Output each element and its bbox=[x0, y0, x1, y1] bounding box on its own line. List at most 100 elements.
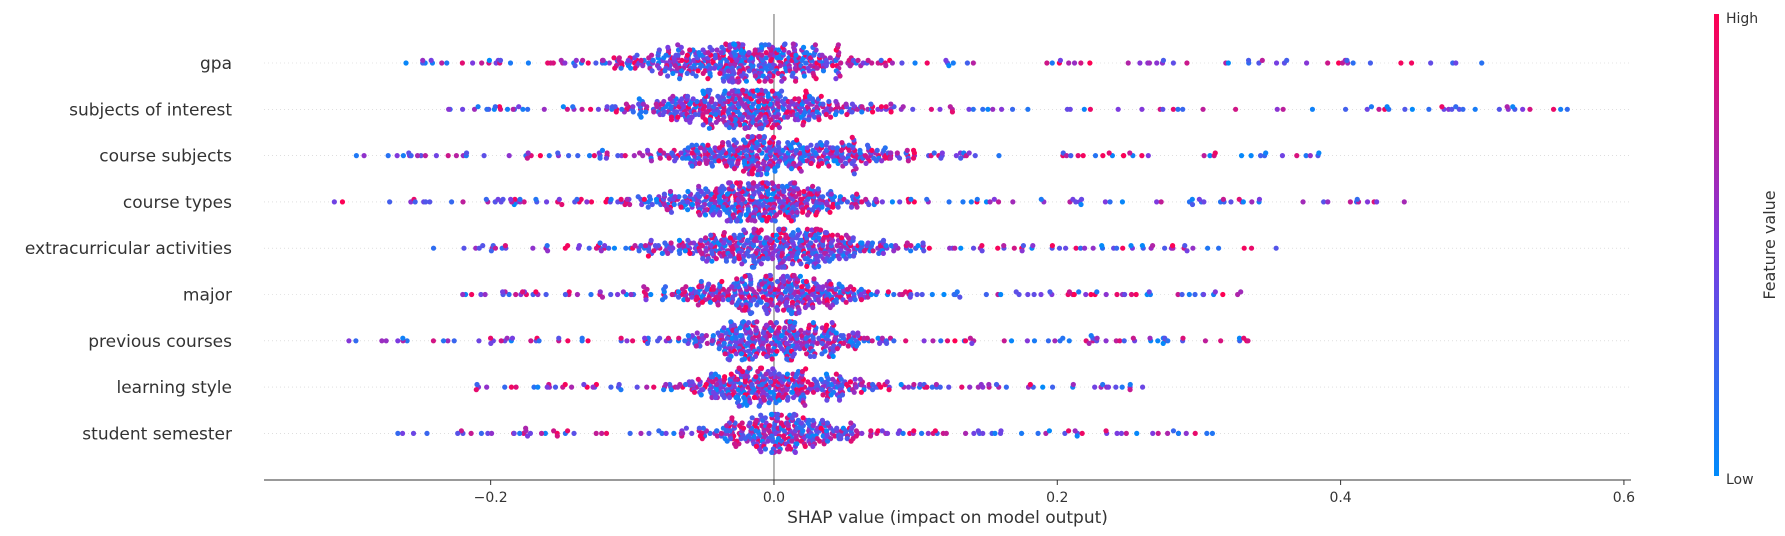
shap-point bbox=[805, 379, 811, 385]
shap-point bbox=[560, 104, 566, 110]
shap-point bbox=[733, 302, 740, 308]
shap-point bbox=[941, 291, 947, 298]
shap-point bbox=[998, 428, 1004, 434]
shap-point bbox=[802, 402, 808, 408]
shap-point bbox=[835, 204, 841, 210]
shap-point bbox=[1011, 245, 1017, 251]
shap-point bbox=[663, 52, 669, 58]
shap-point bbox=[482, 291, 488, 298]
shap-point bbox=[773, 232, 780, 238]
shap-point bbox=[1220, 291, 1226, 298]
colorbar-title: Feature value bbox=[1760, 190, 1779, 299]
shap-point bbox=[838, 158, 844, 164]
shap-point bbox=[819, 160, 825, 166]
shap-point bbox=[854, 191, 860, 197]
shap-point bbox=[721, 230, 727, 236]
shap-point bbox=[954, 289, 960, 295]
shap-point bbox=[801, 188, 807, 195]
shap-point bbox=[723, 122, 730, 128]
shap-point bbox=[808, 160, 814, 166]
shap-point bbox=[1118, 430, 1125, 436]
shap-point bbox=[423, 199, 429, 205]
shap-point bbox=[750, 119, 756, 125]
shap-point bbox=[803, 351, 810, 357]
shap-point bbox=[689, 163, 695, 169]
shap-point bbox=[747, 310, 754, 317]
shap-point bbox=[814, 387, 820, 393]
shap-point bbox=[506, 291, 512, 298]
shap-point bbox=[1170, 60, 1176, 66]
shap-point bbox=[1049, 60, 1055, 66]
shap-point bbox=[665, 44, 671, 51]
shap-point bbox=[642, 243, 649, 249]
shap-point bbox=[400, 335, 406, 341]
shap-point bbox=[696, 50, 702, 56]
shap-point bbox=[1086, 340, 1092, 346]
shap-point bbox=[646, 194, 653, 200]
shap-point bbox=[754, 87, 760, 93]
shap-point bbox=[1201, 153, 1207, 159]
shap-point bbox=[867, 433, 874, 439]
shap-point bbox=[1038, 291, 1044, 298]
shap-point bbox=[880, 250, 886, 256]
shap-point bbox=[420, 57, 426, 64]
shap-point bbox=[878, 384, 884, 390]
shap-point bbox=[698, 392, 704, 398]
shap-point bbox=[678, 430, 684, 436]
shap-point bbox=[611, 245, 618, 251]
shap-point bbox=[1070, 381, 1076, 388]
shap-point bbox=[672, 158, 678, 164]
shap-point bbox=[832, 335, 839, 341]
shap-point bbox=[1402, 106, 1408, 112]
shap-point bbox=[614, 291, 621, 298]
shap-point bbox=[722, 351, 728, 357]
shap-point bbox=[618, 387, 624, 393]
shap-point bbox=[870, 248, 876, 254]
shap-point bbox=[832, 111, 839, 118]
shap-point bbox=[904, 240, 910, 246]
shap-point bbox=[888, 150, 894, 156]
shap-point bbox=[839, 284, 845, 290]
shap-point bbox=[689, 114, 695, 120]
shap-point bbox=[811, 114, 818, 120]
shap-point bbox=[619, 153, 625, 159]
shap-point bbox=[746, 68, 752, 74]
shap-point bbox=[875, 428, 881, 434]
shap-point bbox=[767, 389, 773, 395]
shap-point bbox=[943, 57, 949, 64]
shap-point bbox=[424, 430, 430, 436]
shap-point bbox=[383, 338, 389, 344]
shap-point bbox=[693, 343, 699, 349]
shap-point bbox=[1169, 243, 1176, 249]
shap-point bbox=[991, 196, 997, 202]
shap-point bbox=[724, 191, 730, 197]
shap-point bbox=[823, 111, 829, 118]
shap-point bbox=[715, 302, 721, 308]
shap-point bbox=[768, 245, 775, 251]
shap-point bbox=[792, 449, 798, 455]
shap-point bbox=[803, 88, 809, 94]
shap-point bbox=[585, 338, 591, 344]
shap-point bbox=[776, 226, 783, 232]
shap-point bbox=[921, 338, 927, 344]
shap-point bbox=[588, 199, 595, 205]
shap-point bbox=[769, 180, 775, 186]
shap-point bbox=[1259, 57, 1265, 64]
shap-point bbox=[1248, 153, 1254, 159]
shap-point bbox=[562, 381, 568, 388]
shap-point bbox=[804, 145, 810, 151]
shap-point bbox=[830, 376, 836, 382]
shap-point bbox=[759, 52, 765, 58]
shap-point bbox=[1273, 245, 1279, 251]
shap-point bbox=[905, 384, 912, 390]
shap-point bbox=[1192, 430, 1198, 436]
shap-point bbox=[807, 232, 814, 238]
shap-point bbox=[716, 346, 722, 352]
shap-point bbox=[1031, 291, 1037, 298]
shap-point bbox=[1128, 243, 1134, 249]
shap-point bbox=[353, 338, 359, 344]
shap-point bbox=[887, 155, 894, 161]
shap-point bbox=[749, 356, 756, 362]
shap-point bbox=[525, 150, 531, 156]
shap-point bbox=[1368, 104, 1375, 110]
